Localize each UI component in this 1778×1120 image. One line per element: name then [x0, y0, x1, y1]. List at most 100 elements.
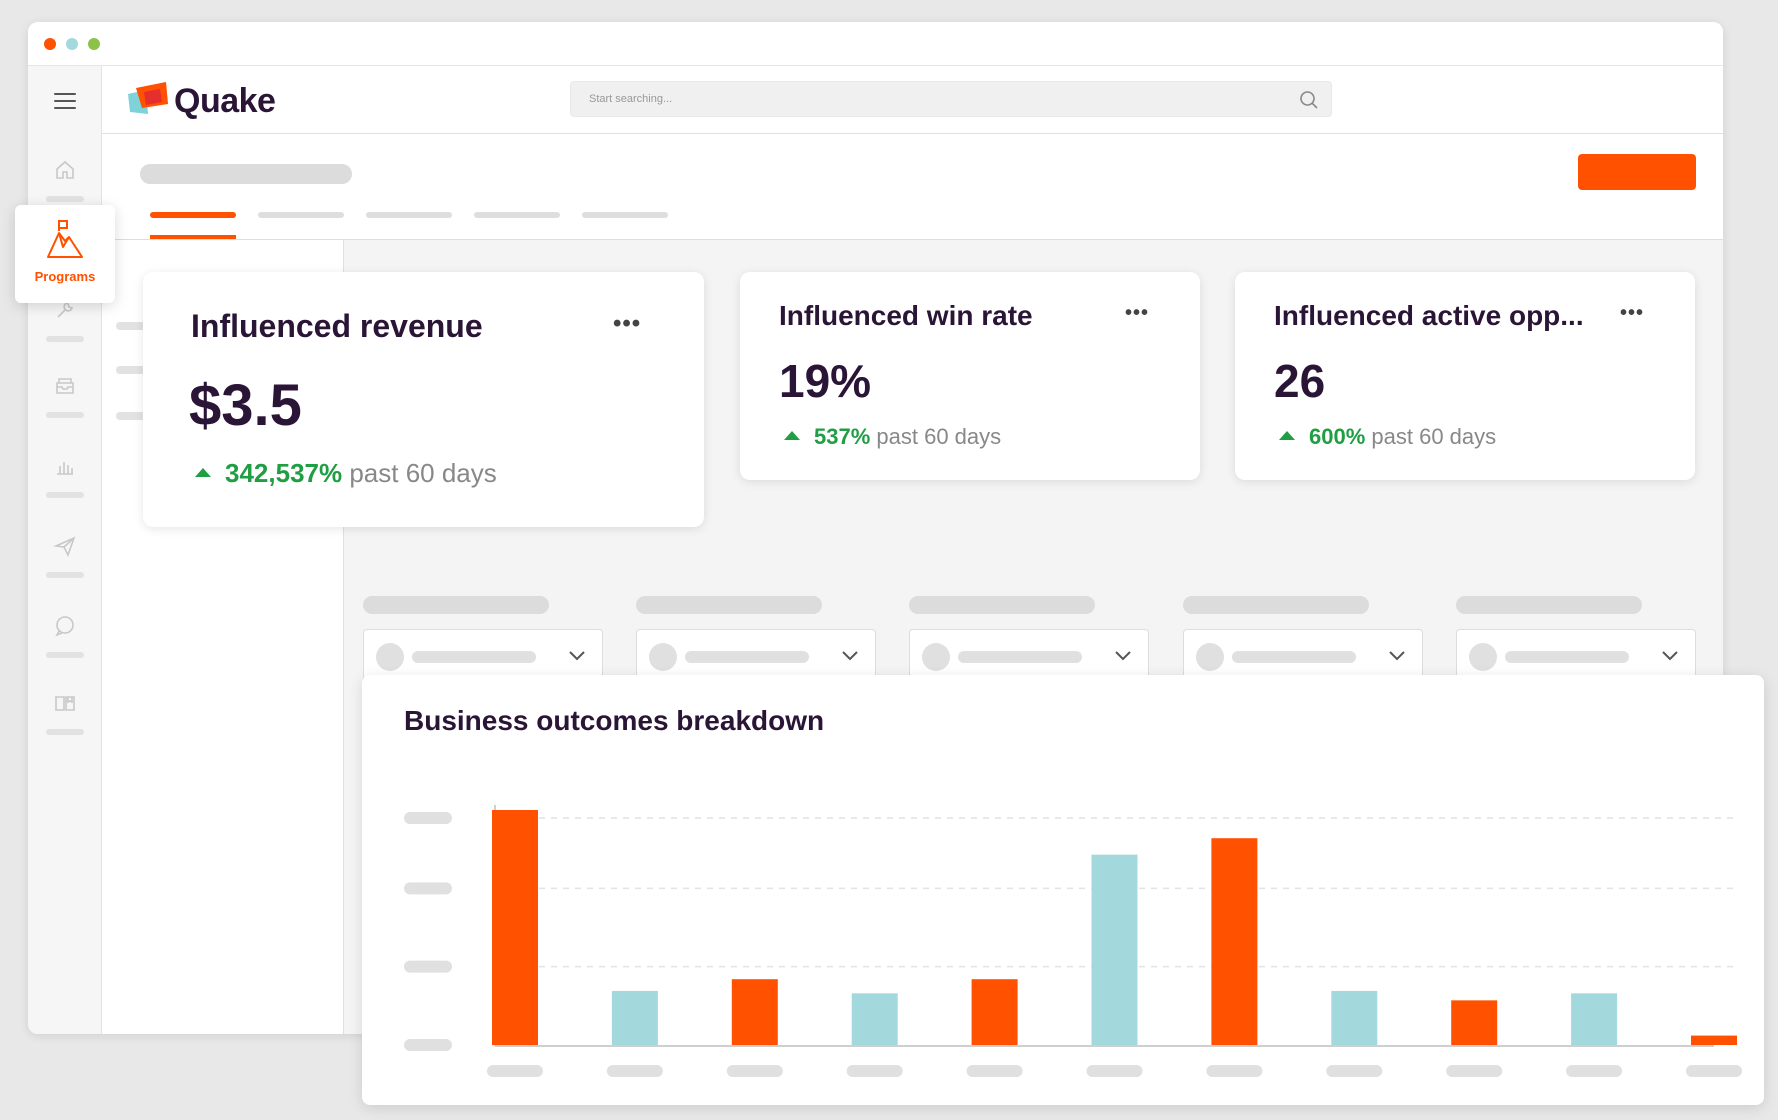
filter-dropdown[interactable]: [363, 629, 603, 683]
quake-logo: [128, 82, 168, 114]
bar: [1691, 1035, 1737, 1045]
x-tick-label: [487, 1065, 543, 1077]
kpi-value: 26: [1274, 355, 1326, 407]
chevron-down-icon: [1662, 651, 1678, 661]
search-input[interactable]: [589, 90, 1269, 108]
chart-card: Business outcomes breakdown: [362, 675, 1764, 1105]
chevron-down-icon: [1389, 651, 1405, 661]
trend-up-icon: [195, 467, 211, 477]
bar: [1091, 854, 1138, 1045]
x-tick-label: [1686, 1065, 1742, 1077]
sidebar-item-label: Programs: [34, 269, 96, 284]
kpi-card-active-opps: Influenced active opp... ••• 26 600% pas…: [1235, 272, 1695, 480]
filter-label: [636, 596, 822, 614]
x-tick-label: [846, 1065, 903, 1077]
bar: [611, 990, 658, 1045]
inbox-icon: [56, 378, 74, 394]
trend-up-icon: [784, 430, 800, 440]
top-bar: Quake: [102, 66, 1723, 134]
sidebar-item-home[interactable]: [28, 158, 102, 218]
bar: [1331, 990, 1378, 1045]
chevron-down-icon: [842, 651, 858, 661]
kpi-card-win-rate: Influenced win rate ••• 19% 537% past 60…: [740, 272, 1200, 480]
bar: [731, 979, 778, 1045]
kpi-value: $3.5: [189, 373, 302, 438]
kpi-delta: 537% past 60 days: [784, 424, 1001, 450]
search-icon[interactable]: [1299, 90, 1319, 110]
filter-dropdown[interactable]: [909, 629, 1149, 683]
sidebar-item-inbox[interactable]: [28, 374, 102, 434]
filter-label: [363, 596, 549, 614]
kpi-title: Influenced revenue: [191, 308, 483, 344]
bar: [492, 810, 538, 1045]
sidebar-item-analytics[interactable]: [28, 454, 102, 514]
tab-active[interactable]: [150, 212, 236, 218]
page-header: [102, 134, 1723, 240]
library-icon: [55, 696, 75, 711]
send-icon: [53, 536, 76, 558]
x-tick-label: [1086, 1065, 1143, 1077]
trend-up-icon: [1279, 430, 1295, 440]
search-bar[interactable]: [570, 81, 1332, 117]
brand-name: Quake: [174, 82, 276, 120]
panel-item: [116, 322, 146, 330]
filter-label: [1456, 596, 1642, 614]
x-tick-label: [726, 1065, 783, 1077]
more-options-icon[interactable]: •••: [1125, 302, 1150, 324]
chart-title: Business outcomes breakdown: [404, 705, 825, 736]
close-dot[interactable]: [44, 38, 56, 50]
wrench-icon: [57, 302, 73, 318]
bar-chart-icon: [57, 462, 73, 475]
x-tick-label: [1566, 1065, 1623, 1077]
tab-5[interactable]: [582, 212, 668, 218]
maximize-dot[interactable]: [88, 38, 100, 50]
bar: [1211, 838, 1258, 1045]
more-options-icon[interactable]: •••: [1620, 302, 1645, 324]
minimize-dot[interactable]: [66, 38, 78, 50]
kpi-delta: 600% past 60 days: [1279, 424, 1496, 450]
sidebar-item-chat[interactable]: [28, 614, 102, 674]
sidebar-item-send[interactable]: [28, 534, 102, 594]
menu-icon[interactable]: [54, 93, 76, 109]
filter-label: [1183, 596, 1369, 614]
filter-dropdown[interactable]: [636, 629, 876, 683]
panel-item: [116, 412, 146, 420]
y-tick-label: [404, 882, 452, 895]
more-options-icon[interactable]: •••: [613, 310, 642, 337]
kpi-title: Influenced active opp...: [1274, 300, 1584, 331]
bar-chart: [404, 805, 1742, 1077]
tab-2[interactable]: [258, 212, 344, 218]
tab-active-underline: [150, 235, 236, 239]
kpi-title: Influenced win rate: [779, 300, 1033, 331]
filter-dropdown[interactable]: [1183, 629, 1423, 683]
sidebar-item-programs[interactable]: Programs: [15, 205, 115, 303]
panel-item: [116, 366, 146, 374]
chevron-down-icon: [569, 651, 585, 661]
programs-icon: [47, 220, 83, 258]
bar: [1571, 993, 1618, 1045]
y-tick-label: [404, 1039, 452, 1051]
kpi-value: 19%: [779, 355, 872, 407]
x-tick-label: [1206, 1065, 1263, 1077]
x-tick-label: [1446, 1065, 1503, 1077]
home-icon: [56, 160, 74, 179]
chat-icon: [55, 616, 74, 637]
filter-label: [909, 596, 1095, 614]
kpi-delta: 342,537% past 60 days: [195, 458, 497, 489]
kpi-card-revenue: Influenced revenue ••• $3.5 342,537% pas…: [143, 272, 704, 527]
tab-3[interactable]: [366, 212, 452, 218]
y-tick-label: [404, 960, 452, 973]
bar: [971, 979, 1018, 1045]
tab-4[interactable]: [474, 212, 560, 218]
title-bar: [28, 22, 1723, 66]
primary-action-button[interactable]: [1578, 154, 1696, 190]
x-tick-label: [606, 1065, 663, 1077]
sidebar-item-tools[interactable]: [28, 298, 102, 358]
page-title-placeholder: [140, 164, 352, 184]
bar: [1451, 1000, 1498, 1045]
x-tick-label: [1326, 1065, 1383, 1077]
sidebar-item-library[interactable]: [28, 691, 102, 751]
y-tick-label: [404, 812, 452, 824]
chevron-down-icon: [1115, 651, 1131, 661]
x-tick-label: [966, 1065, 1023, 1077]
